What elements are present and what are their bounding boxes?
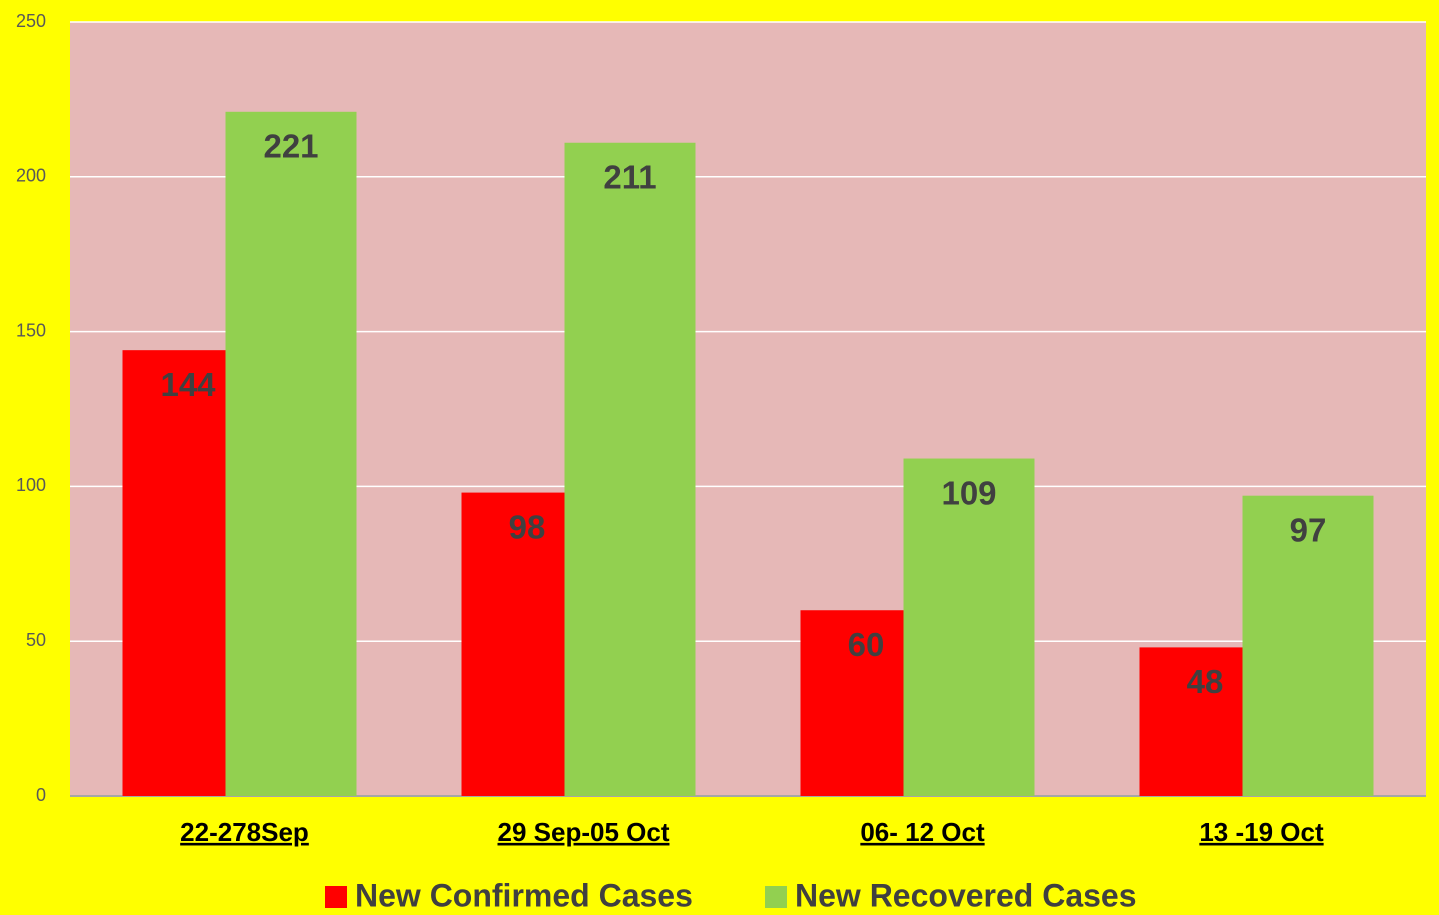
- legend-swatch: [325, 886, 347, 908]
- bar: [225, 111, 357, 796]
- data-label: 60: [848, 626, 885, 663]
- y-tick-label: 0: [36, 785, 46, 805]
- bar: [800, 610, 904, 796]
- y-tick-label: 200: [16, 166, 46, 186]
- x-tick-label: 29 Sep-05 Oct: [498, 817, 670, 847]
- bar: [903, 458, 1035, 796]
- x-tick-label: 06- 12 Oct: [860, 817, 985, 847]
- x-tick-label: 13 -19 Oct: [1199, 817, 1324, 847]
- x-tick-label: 22-278Sep: [180, 817, 309, 847]
- data-label: 97: [1290, 511, 1327, 548]
- bar: [1242, 495, 1374, 796]
- data-label: 48: [1187, 663, 1224, 700]
- y-tick-label: 50: [26, 630, 46, 650]
- data-label: 98: [509, 508, 546, 545]
- legend-label: New Recovered Cases: [795, 877, 1137, 913]
- y-tick-label: 100: [16, 475, 46, 495]
- bar: [122, 350, 226, 796]
- data-label: 144: [160, 366, 216, 403]
- y-tick-label: 250: [16, 11, 46, 31]
- bar: [461, 492, 565, 796]
- y-tick-label: 150: [16, 320, 46, 340]
- data-label: 109: [941, 474, 996, 511]
- bar: [1139, 647, 1243, 796]
- bar: [564, 142, 696, 796]
- data-label: 211: [603, 158, 656, 195]
- legend-label: New Confirmed Cases: [355, 877, 693, 913]
- legend-swatch: [765, 886, 787, 908]
- data-label: 221: [263, 128, 318, 165]
